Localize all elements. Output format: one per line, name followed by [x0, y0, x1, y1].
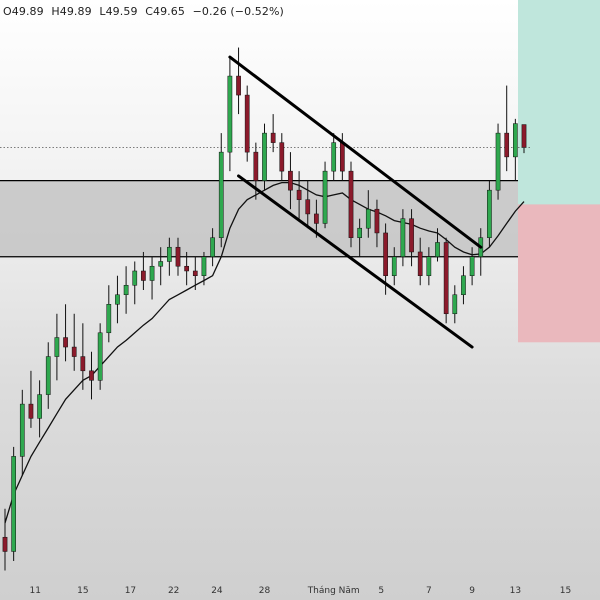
bullish-candle	[452, 294, 458, 315]
x-tick-label: 5	[378, 586, 384, 596]
x-tick-label: 15	[77, 586, 88, 596]
bearish-candle	[374, 208, 380, 234]
bearish-candle	[175, 246, 181, 267]
bullish-candle	[391, 256, 397, 276]
bearish-candle	[244, 94, 250, 153]
bullish-candle	[426, 256, 432, 276]
bullish-candle	[132, 270, 138, 286]
x-tick-label: 24	[211, 586, 223, 596]
bullish-candle	[262, 132, 267, 181]
bullish-candle	[435, 242, 440, 257]
bullish-candle	[469, 256, 475, 276]
bullish-candle	[495, 132, 501, 191]
bearish-candle	[71, 346, 77, 357]
bullish-candle	[149, 265, 155, 281]
bullish-candle	[218, 151, 224, 238]
x-tick-label: 22	[168, 586, 179, 596]
bearish-candle	[63, 337, 68, 348]
x-tick-label: 7	[426, 586, 432, 596]
bearish-candle	[305, 199, 311, 215]
bearish-candle	[340, 142, 345, 172]
bullish-candle	[487, 189, 492, 238]
bullish-candle	[123, 284, 129, 296]
bearish-candle	[253, 151, 259, 181]
bullish-candle	[331, 142, 337, 172]
high-value: H49.89	[51, 5, 92, 18]
open-value: O49.89	[3, 5, 44, 18]
x-tick-label: 28	[259, 586, 271, 596]
bullish-candle	[201, 256, 207, 276]
x-tick-label: 11	[30, 586, 41, 596]
bullish-candle	[513, 123, 518, 158]
bearish-candle	[443, 242, 449, 315]
x-tick-label: Tháng Năm	[307, 586, 360, 596]
bearish-candle	[383, 232, 388, 276]
close-value: C49.65	[145, 5, 185, 18]
change-value: −0.26 (−0.52%)	[192, 5, 284, 18]
bearish-candle	[184, 265, 190, 272]
bearish-candle	[521, 124, 527, 148]
bearish-candle	[314, 213, 319, 224]
bullish-candle	[167, 246, 172, 262]
bearish-candle	[141, 270, 146, 281]
bullish-candle	[11, 456, 16, 552]
bullish-candle	[45, 356, 51, 395]
bearish-candle	[348, 170, 354, 238]
bearish-candle	[417, 251, 423, 276]
bearish-candle	[80, 356, 86, 372]
bullish-candle	[115, 294, 120, 305]
bullish-candle	[357, 227, 362, 238]
bullish-candle	[322, 170, 328, 224]
bearish-candle	[409, 218, 414, 253]
channel-upper-trendline	[228, 55, 483, 249]
bullish-candle	[210, 237, 215, 257]
bullish-candle	[158, 261, 164, 267]
bearish-candle	[236, 75, 241, 96]
bullish-candle	[227, 75, 233, 153]
bullish-candle	[106, 304, 112, 334]
channel-lower-trendline	[237, 174, 474, 349]
position-stop-box	[518, 204, 600, 343]
bearish-candle	[504, 132, 510, 158]
x-tick-label: 9	[469, 586, 475, 596]
position-target-box	[518, 0, 600, 205]
bearish-candle	[279, 142, 285, 172]
bearish-candle	[192, 270, 198, 276]
bullish-candle	[461, 275, 466, 296]
bearish-candle	[2, 536, 8, 552]
x-tick-label: 15	[560, 586, 571, 596]
bearish-candle	[89, 370, 94, 381]
bearish-candle	[288, 170, 293, 191]
low-value: L49.59	[99, 5, 138, 18]
bullish-candle	[19, 403, 25, 457]
bullish-candle	[400, 218, 406, 257]
bullish-candle	[365, 208, 371, 229]
bearish-candle	[28, 403, 34, 419]
ohlc-legend: O49.89 H49.89 L49.59 C49.65 −0.26 (−0.52…	[3, 5, 288, 18]
bullish-candle	[37, 394, 42, 419]
bearish-candle	[296, 189, 302, 200]
x-tick-label: 17	[125, 586, 136, 596]
x-tick-label: 13	[510, 586, 521, 596]
bullish-candle	[97, 332, 103, 381]
bullish-candle	[54, 337, 60, 357]
bearish-candle	[270, 132, 276, 143]
